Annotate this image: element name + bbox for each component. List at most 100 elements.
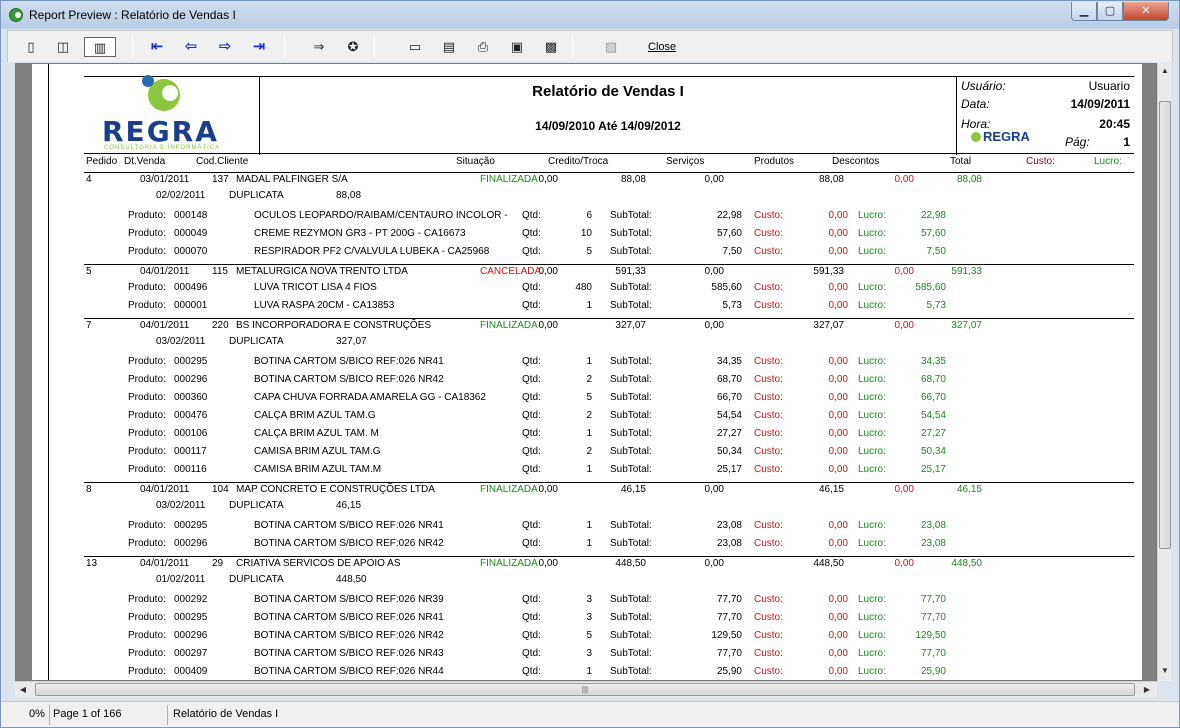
- preview-area[interactable]: REGRA CONSULTORIA E INFORMÁTICA Relatóri…: [15, 63, 1157, 681]
- duplicata-row: 01/02/2011 DUPLICATA 448,50: [84, 574, 1134, 590]
- product-lucro: 25,90: [920, 666, 946, 677]
- product-lucro: 50,34: [920, 446, 946, 457]
- print-setup-icon[interactable]: ▤: [442, 39, 456, 54]
- order-produtos: 591,33: [615, 266, 646, 277]
- product-label: Produto:: [128, 538, 166, 549]
- close-window-button[interactable]: ✕: [1123, 2, 1169, 21]
- next-page-icon[interactable]: ⇨: [218, 38, 232, 55]
- order-descontos: 0,00: [704, 484, 724, 495]
- vertical-scroll-thumb[interactable]: [1159, 101, 1171, 549]
- product-description: CREME REZYMON GR3 - PT 200G - CA16673: [254, 228, 466, 239]
- order-row: 4 03/01/2011 137 MADAL PALFINGER S/A 0,00 88,…: [84, 174, 1134, 190]
- subtotal-label: SubTotal:: [610, 612, 652, 623]
- product-code: 000496: [174, 282, 208, 293]
- scroll-right-icon[interactable]: ▶: [1143, 685, 1151, 694]
- lucro-label: Lucro:: [858, 594, 886, 605]
- find-icon[interactable]: ✪: [347, 39, 359, 54]
- product-row: Produto: 000295 BOTINA CARTOM S/BICO REF:0…: [84, 520, 1134, 536]
- open-file-icon[interactable]: ▣: [510, 39, 524, 54]
- product-label: Produto:: [128, 392, 166, 403]
- lucro-label: Lucro:: [858, 666, 886, 677]
- new-document-icon[interactable]: ▭: [408, 39, 422, 54]
- product-description: CAMISA BRIM AZUL TAM.G: [254, 446, 381, 457]
- product-qtd: 1: [586, 356, 592, 367]
- duplicata-value: 46,15: [336, 500, 362, 511]
- order-total: 448,50: [813, 558, 844, 569]
- first-page-icon[interactable]: ⇤: [150, 38, 164, 55]
- product-custo: 0,00: [828, 228, 848, 239]
- multi-page-icon[interactable]: ▥: [84, 37, 116, 57]
- time-label: Hora:: [961, 117, 991, 131]
- product-qtd: 3: [586, 612, 592, 623]
- product-lucro: 77,70: [920, 612, 946, 623]
- product-code: 000297: [174, 648, 208, 659]
- product-code: 000295: [174, 612, 208, 623]
- product-code: 000296: [174, 538, 208, 549]
- custo-label: Custo:: [754, 612, 783, 623]
- vertical-scrollbar[interactable]: ▲ ▼: [1157, 63, 1171, 681]
- time-value: 20:45: [1099, 117, 1130, 131]
- order-number: 7: [86, 320, 92, 331]
- product-code: 000116: [174, 464, 207, 475]
- product-code: 000409: [174, 666, 208, 677]
- single-page-icon[interactable]: ▯: [27, 39, 35, 54]
- minimize-button[interactable]: ▁: [1071, 2, 1097, 21]
- product-code: 000295: [174, 520, 208, 531]
- product-description: OCULOS LEOPARDO/RAIBAM/CENTAURO INCOLOR …: [254, 210, 508, 221]
- horizontal-scroll-thumb[interactable]: |||: [35, 683, 1135, 696]
- custo-label: Custo:: [754, 210, 783, 221]
- subtotal-label: SubTotal:: [610, 374, 652, 385]
- toolbar: ▯ ◫ ▥ ⇤ ⇦ ⇨ ⇥ ⇒ ✪ ▭ ▤ ⎙ ▣ ▩ ▨ Close: [7, 30, 1173, 62]
- report-title: Relatório de Vendas I: [532, 83, 684, 100]
- two-pages-icon[interactable]: ◫: [56, 39, 70, 54]
- custo-label: Custo:: [754, 246, 783, 257]
- product-row: Produto: 000295 BOTINA CARTOM S/BICO REF:0…: [84, 612, 1134, 628]
- duplicata-row: 02/02/2011 DUPLICATA 88,08: [84, 190, 1134, 206]
- maximize-button[interactable]: ▢: [1097, 2, 1123, 21]
- product-label: Produto:: [128, 520, 166, 531]
- prev-page-icon[interactable]: ⇦: [184, 38, 198, 55]
- save-icon[interactable]: ▩: [544, 39, 558, 54]
- horizontal-scrollbar[interactable]: ◀ ||| ▶: [15, 681, 1157, 697]
- report-header: REGRA CONSULTORIA E INFORMÁTICA Relatóri…: [84, 75, 1134, 155]
- lucro-label: Lucro:: [858, 356, 886, 367]
- col-total: Total: [950, 156, 972, 167]
- scroll-up-icon[interactable]: ▲: [1161, 66, 1169, 75]
- col-custo: Custo:: [1026, 156, 1055, 167]
- order-descontos: 0,00: [704, 320, 724, 331]
- print-icon[interactable]: ⎙: [477, 39, 489, 54]
- close-button[interactable]: Close: [648, 41, 677, 53]
- product-subtotal: 23,08: [716, 520, 742, 531]
- order-separator: [84, 264, 1134, 265]
- product-qtd: 5: [586, 392, 592, 403]
- qtd-label: Qtd:: [522, 464, 541, 475]
- qtd-label: Qtd:: [522, 392, 541, 403]
- product-description: BOTINA CARTOM S/BICO REF:026 NR42: [254, 374, 444, 385]
- product-label: Produto:: [128, 666, 166, 677]
- title-bar[interactable]: Report Preview : Relatório de Vendas I ▁…: [1, 1, 1179, 29]
- duplicata-label: DUPLICATA: [229, 574, 284, 585]
- client-name: METALURGICA NOVA TRENTO LTDA: [236, 266, 408, 277]
- product-label: Produto:: [128, 594, 166, 605]
- product-description: CAMISA BRIM AZUL TAM.M: [254, 464, 382, 475]
- custo-label: Custo:: [754, 374, 783, 385]
- scroll-left-icon[interactable]: ◀: [19, 685, 27, 694]
- order-produtos: 448,50: [615, 558, 646, 569]
- product-row: Produto: 000001 LUVA RASPA 20CM - CA13853 Q…: [84, 300, 1134, 316]
- product-subtotal: 585,60: [711, 282, 742, 293]
- order-custo: 0,00: [894, 558, 914, 569]
- goto-page-icon[interactable]: ⇒: [313, 39, 325, 54]
- last-page-icon[interactable]: ⇥: [252, 38, 266, 55]
- order-custo: 0,00: [894, 174, 914, 185]
- scroll-down-icon[interactable]: ▼: [1161, 666, 1169, 675]
- product-label: Produto:: [128, 630, 166, 641]
- product-row: Produto: 000106 CALÇA BRIM AZUL TAM. M Qtd:…: [84, 428, 1134, 444]
- product-row: Produto: 000070 RESPIRADOR PF2 C/VALVULA L…: [84, 246, 1134, 262]
- zoom-status: 0%: [29, 708, 45, 720]
- order-lucro: 591,33: [951, 266, 982, 277]
- status-separator: [49, 705, 50, 725]
- product-lucro: 77,70: [920, 594, 946, 605]
- product-lucro: 5,73: [926, 300, 946, 311]
- order-produtos: 46,15: [620, 484, 646, 495]
- report-info-box: Usuário: Usuario Data: 14/09/2011 Hora: …: [956, 77, 1134, 155]
